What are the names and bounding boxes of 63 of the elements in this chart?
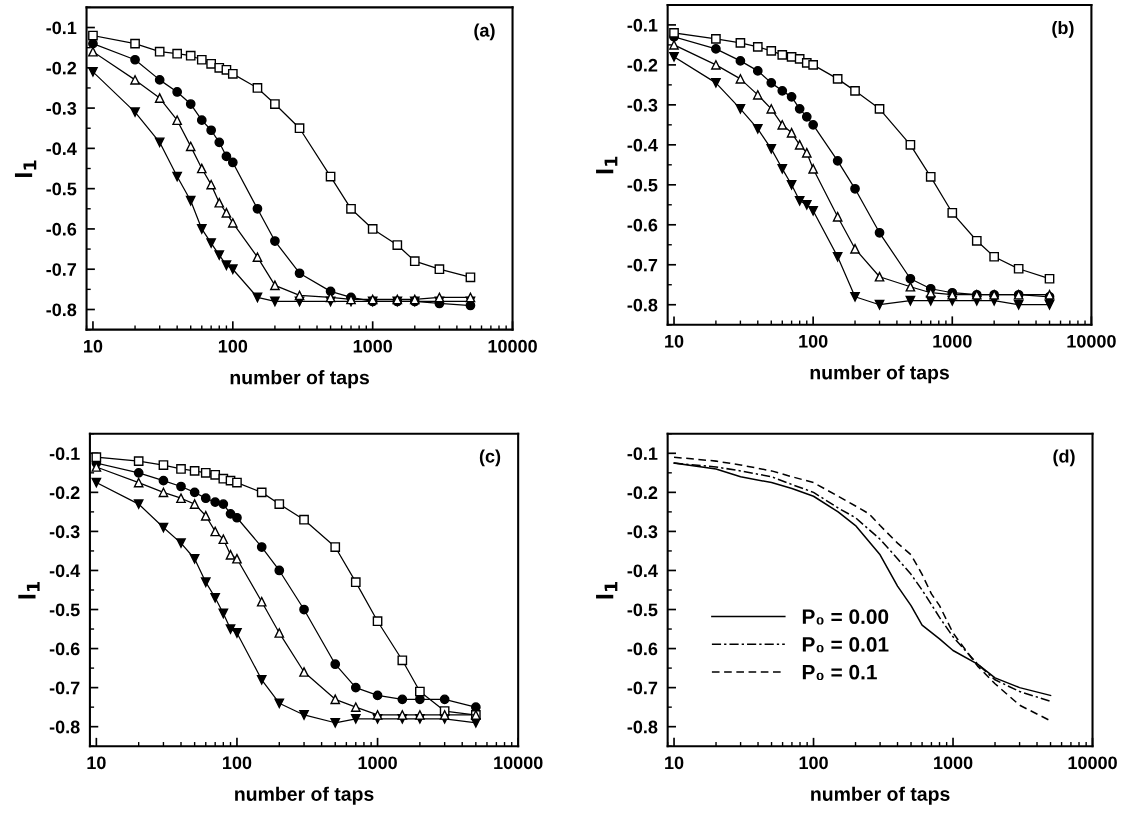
y-tick-label: -0.1 (49, 447, 80, 461)
y-tick-label: -0.5 (627, 178, 658, 192)
y-axis-title: I$_{1}$ (18, 581, 40, 599)
x-tick-label: 10000 (488, 339, 537, 353)
x-axis-title: number of taps (230, 370, 369, 389)
y-tick-label: -0.1 (627, 447, 658, 461)
y-tick-label: -0.8 (49, 720, 80, 734)
x-axis-title: number of taps (810, 365, 949, 384)
x-tick-label: 1000 (934, 756, 973, 770)
y-tick-label: -0.3 (627, 525, 658, 539)
x-tick-label: 100 (223, 756, 252, 770)
x-tick-label: 10000 (1068, 756, 1117, 770)
legend-label: P₀ = 0.1 (802, 664, 877, 681)
y-tick-label: -0.6 (49, 642, 80, 656)
y-tick-label: -0.3 (46, 102, 77, 115)
y-tick-label: -0.6 (627, 642, 658, 656)
y-tick-label: -0.5 (627, 603, 658, 617)
x-tick-label: 100 (218, 339, 248, 353)
annotation: (d) (1053, 449, 1075, 467)
y-tick-label: -0.1 (627, 18, 658, 32)
y-tick-label: -0.4 (627, 564, 658, 578)
y-tick-label: -0.2 (627, 486, 658, 500)
y-tick-label: -0.1 (46, 21, 77, 35)
x-tick-label: 1000 (933, 334, 972, 348)
x-axis-title: number of taps (811, 786, 950, 805)
y-tick-label: -0.6 (627, 218, 658, 232)
y-tick-label: -0.2 (49, 486, 80, 500)
y-tick-label: -0.5 (46, 182, 77, 196)
x-tick-label: 10000 (494, 756, 543, 770)
y-axis-title: I$_{1}$ (596, 156, 618, 174)
y-tick-label: -0.8 (627, 720, 658, 734)
y-tick-label: -0.7 (46, 263, 77, 276)
y-tick-label: -0.4 (46, 142, 77, 156)
legend-label: P₀ = 0.00 (802, 609, 889, 625)
y-tick-label: -0.5 (49, 603, 80, 617)
x-tick-label: 10 (665, 334, 684, 348)
x-tick-label: 1000 (353, 339, 393, 353)
y-tick-label: -0.7 (627, 681, 658, 695)
annotation: (c) (479, 449, 501, 467)
y-tick-label: -0.4 (627, 138, 658, 152)
x-tick-label: 100 (799, 756, 828, 770)
x-tick-label: 10 (665, 756, 684, 770)
y-axis-title: I$_{1}$ (596, 581, 618, 599)
x-tick-label: 10 (87, 756, 106, 770)
y-tick-label: -0.3 (627, 98, 658, 112)
y-tick-label: -0.2 (46, 61, 77, 75)
x-tick-label: 100 (799, 334, 828, 348)
y-tick-label: -0.3 (49, 525, 80, 539)
x-tick-label: 1000 (358, 756, 397, 770)
y-tick-label: -0.4 (49, 564, 81, 578)
annotation: (b) (1052, 20, 1074, 38)
x-tick-label: 10000 (1067, 334, 1116, 348)
y-tick-label: -0.8 (627, 298, 658, 312)
y-tick-label: -0.7 (627, 258, 658, 272)
x-tick-label: 10 (84, 339, 103, 353)
legend-label: P₀ = 0.01 (802, 637, 889, 653)
x-axis-title: number of taps (235, 786, 374, 805)
y-tick-label: -0.2 (627, 58, 658, 72)
y-tick-label: -0.7 (49, 681, 80, 695)
y-tick-label: -0.8 (46, 303, 77, 317)
y-tick-label: -0.6 (46, 222, 77, 236)
annotation: (a) (474, 23, 495, 41)
y-axis-title: I$_{1}$ (14, 160, 37, 177)
